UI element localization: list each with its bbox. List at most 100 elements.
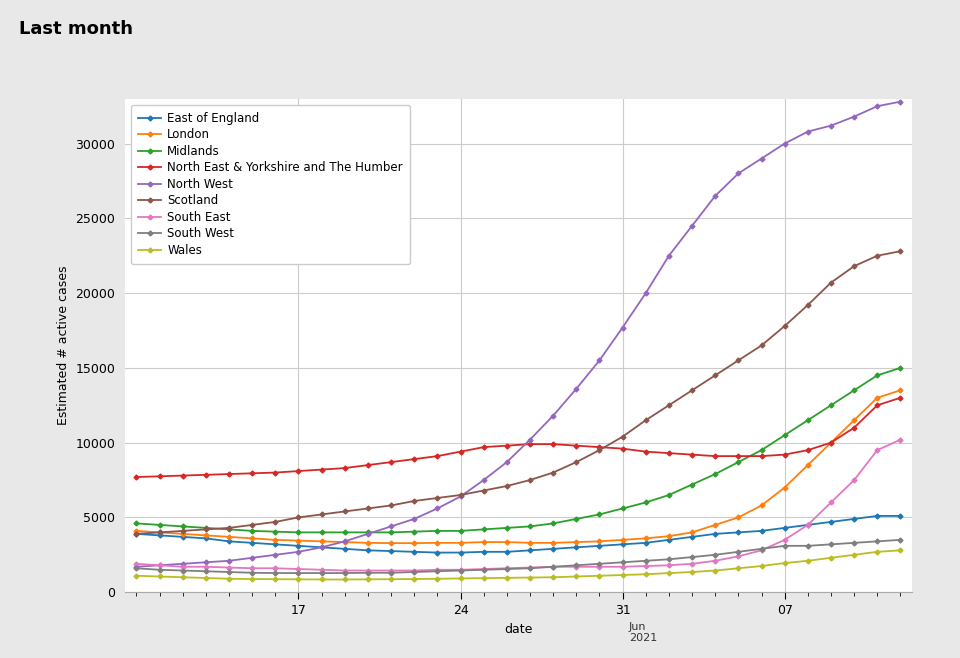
Wales bbox=[478, 574, 490, 582]
South East bbox=[802, 521, 813, 529]
North East & Yorkshire and The Humber bbox=[895, 394, 906, 402]
South East bbox=[154, 561, 165, 569]
South West bbox=[432, 567, 444, 575]
Midlands bbox=[177, 522, 188, 530]
North West bbox=[200, 559, 211, 567]
South West bbox=[895, 536, 906, 544]
Midlands bbox=[849, 386, 860, 394]
East of England bbox=[640, 539, 652, 547]
East of England bbox=[432, 549, 444, 557]
North West bbox=[686, 222, 698, 230]
London bbox=[200, 532, 211, 540]
South West bbox=[826, 540, 837, 548]
Scotland bbox=[293, 513, 304, 521]
London bbox=[895, 386, 906, 394]
South East bbox=[200, 563, 211, 570]
Wales bbox=[316, 576, 327, 584]
Midlands bbox=[362, 528, 373, 536]
North East & Yorkshire and The Humber bbox=[408, 455, 420, 463]
North East & Yorkshire and The Humber bbox=[501, 442, 513, 449]
London bbox=[593, 538, 605, 545]
Wales bbox=[849, 551, 860, 559]
Scotland bbox=[849, 263, 860, 270]
North East & Yorkshire and The Humber bbox=[756, 452, 767, 460]
Scotland bbox=[247, 521, 258, 529]
South West bbox=[154, 566, 165, 574]
East of England bbox=[455, 549, 467, 557]
East of England bbox=[570, 544, 582, 551]
South West bbox=[362, 569, 373, 576]
Scotland bbox=[709, 371, 721, 379]
Midlands bbox=[547, 519, 559, 527]
South East bbox=[224, 563, 235, 571]
South West bbox=[779, 542, 790, 550]
Scotland bbox=[663, 401, 675, 409]
Scotland bbox=[501, 482, 513, 490]
East of England bbox=[593, 542, 605, 550]
South West bbox=[802, 542, 813, 550]
Line: North East & Yorkshire and The Humber: North East & Yorkshire and The Humber bbox=[134, 396, 902, 479]
North West bbox=[224, 557, 235, 565]
London bbox=[732, 513, 744, 521]
Line: East of England: East of England bbox=[134, 514, 902, 554]
London bbox=[177, 530, 188, 538]
Midlands bbox=[524, 522, 536, 530]
North East & Yorkshire and The Humber bbox=[663, 449, 675, 457]
Midlands bbox=[247, 527, 258, 535]
Scotland bbox=[432, 494, 444, 502]
Midlands bbox=[732, 458, 744, 466]
South East bbox=[177, 563, 188, 570]
Line: Scotland: Scotland bbox=[134, 249, 902, 536]
Wales bbox=[802, 557, 813, 565]
Wales bbox=[200, 574, 211, 582]
North East & Yorkshire and The Humber bbox=[779, 451, 790, 459]
North West bbox=[385, 522, 396, 530]
Midlands bbox=[640, 499, 652, 507]
South East bbox=[640, 562, 652, 570]
North East & Yorkshire and The Humber bbox=[802, 446, 813, 454]
Midlands bbox=[408, 528, 420, 536]
Scotland bbox=[362, 505, 373, 513]
North East & Yorkshire and The Humber bbox=[732, 452, 744, 460]
Scotland bbox=[686, 386, 698, 394]
North West bbox=[455, 493, 467, 501]
South East bbox=[408, 567, 420, 574]
Wales bbox=[779, 559, 790, 567]
Line: North West: North West bbox=[134, 100, 902, 569]
London bbox=[501, 538, 513, 546]
North East & Yorkshire and The Humber bbox=[570, 442, 582, 449]
East of England bbox=[478, 548, 490, 556]
Scotland bbox=[200, 526, 211, 534]
Wales bbox=[524, 574, 536, 582]
North East & Yorkshire and The Humber bbox=[455, 447, 467, 455]
North West bbox=[478, 476, 490, 484]
South East bbox=[849, 476, 860, 484]
North East & Yorkshire and The Humber bbox=[270, 468, 281, 476]
South West bbox=[200, 567, 211, 575]
South East bbox=[316, 566, 327, 574]
Midlands bbox=[895, 364, 906, 372]
Scotland bbox=[872, 252, 883, 260]
North East & Yorkshire and The Humber bbox=[593, 443, 605, 451]
East of England bbox=[779, 524, 790, 532]
South East bbox=[270, 565, 281, 572]
South East bbox=[362, 567, 373, 574]
Wales bbox=[826, 554, 837, 562]
North West bbox=[362, 530, 373, 538]
East of England bbox=[663, 536, 675, 544]
London bbox=[524, 539, 536, 547]
South West bbox=[686, 553, 698, 561]
Scotland bbox=[732, 357, 744, 365]
Scotland bbox=[408, 497, 420, 505]
North East & Yorkshire and The Humber bbox=[247, 469, 258, 477]
Scotland bbox=[224, 524, 235, 532]
South East bbox=[385, 567, 396, 574]
East of England bbox=[154, 532, 165, 540]
Wales bbox=[270, 575, 281, 583]
North West bbox=[247, 554, 258, 562]
South East bbox=[547, 563, 559, 570]
East of England bbox=[339, 545, 350, 553]
East of England bbox=[686, 533, 698, 541]
Wales bbox=[339, 576, 350, 584]
Midlands bbox=[131, 519, 142, 527]
